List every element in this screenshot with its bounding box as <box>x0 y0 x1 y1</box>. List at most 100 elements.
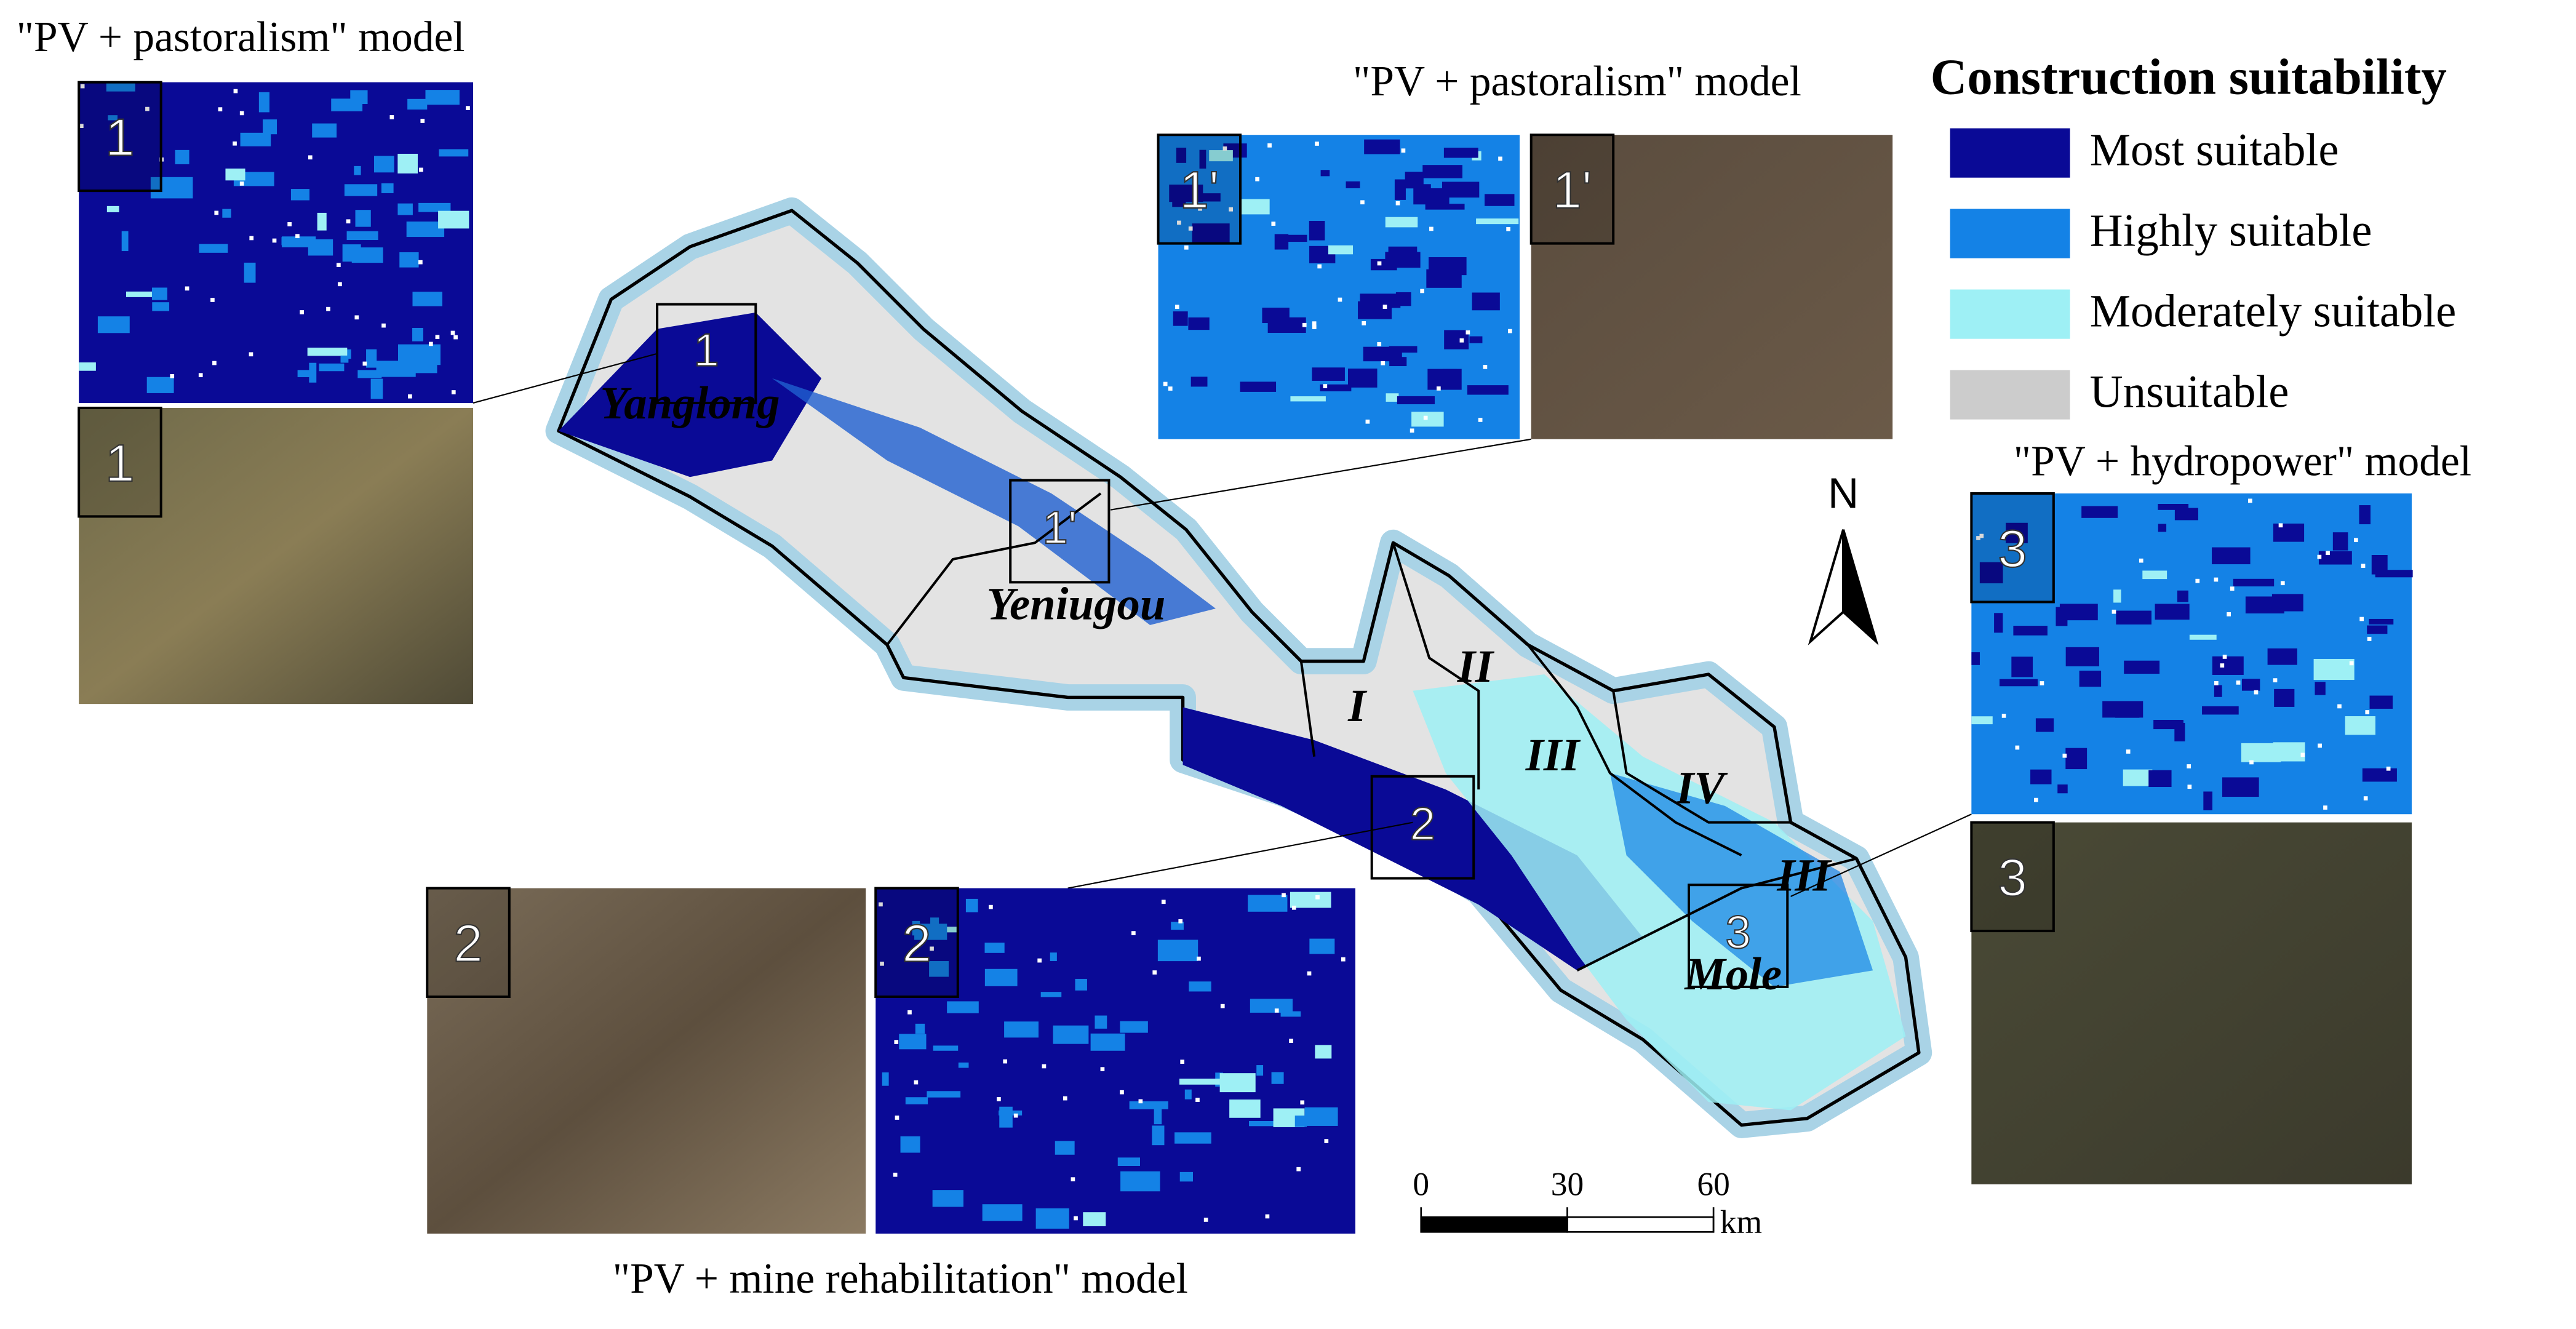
zone-label: IV <box>1675 763 1728 814</box>
tile-label-box <box>1529 134 1615 245</box>
tile-label-box <box>1970 492 2055 604</box>
suitability-patch <box>1290 396 1326 402</box>
suitability-patch <box>151 287 167 300</box>
suitability-patch <box>929 961 949 977</box>
most-suitable-area <box>1182 707 1643 971</box>
suitability-patch <box>2203 791 2213 810</box>
no-data-pixel <box>1100 1067 1105 1072</box>
suitability-patch <box>2158 524 2167 532</box>
suitability-patch <box>2362 768 2397 782</box>
suitability-patch <box>1425 204 1465 210</box>
suitability-patch <box>2189 634 2217 640</box>
suitability-patch <box>354 166 361 175</box>
legend-label: Moderately suitable <box>2090 285 2457 337</box>
satellite-tile <box>427 888 866 1234</box>
no-data-pixel <box>2230 586 2235 591</box>
no-data-pixel <box>2111 609 2116 614</box>
suitability-tile <box>875 888 1355 1234</box>
suitability-patch <box>1184 1089 1192 1100</box>
no-data-pixel <box>429 341 433 346</box>
suitability-patch <box>2057 784 2068 794</box>
suitability-patch <box>1120 1021 1148 1033</box>
map-box-label: 3 <box>1725 906 1751 958</box>
no-data-pixel <box>989 904 993 909</box>
no-data-pixel <box>2273 678 2278 682</box>
suitability-patch <box>1312 367 1345 381</box>
map-box <box>656 303 757 404</box>
suitability-patch <box>1443 147 1478 158</box>
suitability-patch <box>1083 1212 1106 1226</box>
no-data-pixel <box>249 352 253 357</box>
no-data-pixel <box>287 222 292 226</box>
suitability-patch <box>1172 201 1186 207</box>
moderate-area <box>1413 674 1906 1111</box>
suitability-patch <box>319 363 345 372</box>
suitability-patch <box>1444 330 1469 349</box>
suitability-patch <box>1199 150 1206 169</box>
suitability-patch <box>2123 769 2153 786</box>
suitability-patch <box>150 177 193 199</box>
suitability-patch <box>1040 992 1062 997</box>
no-data-pixel <box>337 263 341 268</box>
no-data-pixel <box>1195 1098 1200 1102</box>
tile-label: 1 <box>105 108 135 167</box>
no-data-pixel <box>389 115 394 119</box>
suitability-patch <box>146 377 174 393</box>
no-data-pixel <box>1074 1216 1078 1221</box>
suitability-patch <box>1075 978 1087 991</box>
no-data-pixel <box>295 234 300 239</box>
no-data-pixel <box>880 961 884 966</box>
no-data-pixel <box>1063 1096 1067 1101</box>
suitability-patch <box>915 1023 925 1034</box>
inset-title: "PV + pastoralism" model <box>17 14 465 61</box>
suitability-patch <box>2367 625 2388 634</box>
no-data-pixel <box>1255 177 1259 182</box>
suitability-patch <box>912 920 920 936</box>
suitability-patch <box>1426 269 1462 288</box>
suitability-patch <box>2174 722 2185 741</box>
suitability-patch <box>350 90 368 105</box>
north-arrow <box>1842 529 1879 645</box>
no-data-pixel <box>1315 142 1319 146</box>
suitability-patch <box>2233 578 2275 587</box>
tile-label: 2 <box>453 914 483 973</box>
suitability-patch <box>2081 506 2118 518</box>
suitability-patch <box>1250 999 1293 1013</box>
no-data-pixel <box>2337 704 2342 709</box>
suitability-patch <box>1472 292 1500 311</box>
no-data-pixel <box>1220 1004 1225 1008</box>
suitability-patch <box>1395 292 1411 306</box>
no-data-pixel <box>2354 538 2358 543</box>
no-data-pixel <box>2227 612 2231 617</box>
suitability-patch <box>1179 1079 1220 1085</box>
suitability-patch <box>1152 1125 1165 1146</box>
no-data-pixel <box>1401 148 1406 153</box>
suitability-patch <box>126 291 165 297</box>
suitability-patch <box>2222 777 2259 797</box>
no-data-pixel <box>1410 428 1414 433</box>
suitability-patch <box>2113 589 2121 603</box>
suitability-patch <box>1176 147 1187 163</box>
no-data-pixel <box>2034 797 2038 802</box>
no-data-pixel <box>1307 971 1312 976</box>
no-data-pixel <box>1312 321 1317 325</box>
suitability-patch <box>1304 1107 1338 1126</box>
suitability-patch <box>1320 384 1352 392</box>
no-data-pixel <box>1324 1139 1329 1143</box>
scale-unit: km <box>1720 1203 1762 1240</box>
no-data-pixel <box>1289 1039 1293 1044</box>
suitability-patch <box>399 252 419 268</box>
no-data-pixel <box>1362 321 1366 325</box>
suitability-patch <box>1240 381 1277 392</box>
suitability-patch <box>1154 1104 1162 1125</box>
no-data-pixel <box>1163 381 1168 386</box>
suitability-patch <box>312 123 337 138</box>
suitability-patch <box>152 302 170 311</box>
no-data-pixel <box>2367 637 2372 641</box>
no-data-pixel <box>2359 617 2364 621</box>
suitability-patch <box>1004 1021 1039 1038</box>
no-data-pixel <box>408 394 412 399</box>
suitability-patch <box>1358 301 1392 319</box>
suitability-patch <box>1188 317 1210 330</box>
suitability-patch <box>1157 940 1198 962</box>
